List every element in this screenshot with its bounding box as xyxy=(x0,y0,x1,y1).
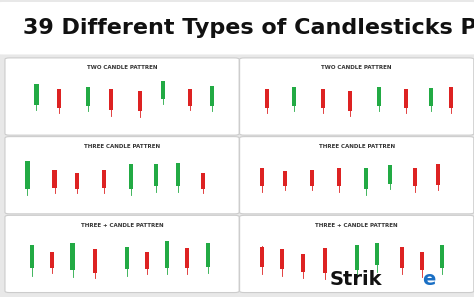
Bar xyxy=(377,87,381,106)
Text: THREE CANDLE PATTREN: THREE CANDLE PATTREN xyxy=(84,144,160,149)
Bar xyxy=(109,89,113,110)
Text: e: e xyxy=(422,270,436,289)
Bar xyxy=(102,170,106,188)
FancyBboxPatch shape xyxy=(240,137,474,214)
Bar xyxy=(75,173,79,189)
Bar xyxy=(364,168,368,189)
Text: THREE + CANDLE PATTREN: THREE + CANDLE PATTREN xyxy=(315,223,398,228)
Bar xyxy=(348,91,352,111)
Bar xyxy=(321,89,325,108)
Bar xyxy=(420,252,424,270)
Bar xyxy=(292,87,296,106)
Bar xyxy=(138,91,142,111)
Bar xyxy=(50,252,55,268)
Bar xyxy=(440,245,444,268)
Bar xyxy=(86,87,91,106)
Text: THREE CANDLE PATTREN: THREE CANDLE PATTREN xyxy=(319,144,395,149)
Bar xyxy=(57,89,61,108)
Bar xyxy=(206,243,210,266)
Bar xyxy=(260,247,264,266)
Text: THREE + CANDLE PATTREN: THREE + CANDLE PATTREN xyxy=(81,223,164,228)
Bar xyxy=(388,165,392,184)
Bar xyxy=(161,81,164,99)
Text: TWO CANDLE PATTREN: TWO CANDLE PATTREN xyxy=(321,65,392,70)
Bar xyxy=(26,161,29,189)
Bar xyxy=(35,84,38,105)
Bar xyxy=(413,168,417,186)
Bar xyxy=(264,89,269,108)
Bar xyxy=(188,89,191,106)
Bar xyxy=(310,170,314,186)
FancyBboxPatch shape xyxy=(240,215,474,293)
Bar xyxy=(337,168,341,186)
Bar xyxy=(185,248,190,268)
Bar xyxy=(429,88,433,106)
Bar xyxy=(125,247,128,269)
Bar xyxy=(375,243,379,265)
Bar xyxy=(280,249,284,269)
Bar xyxy=(165,241,169,268)
Bar xyxy=(176,163,181,186)
FancyBboxPatch shape xyxy=(5,137,239,214)
Text: 39 Different Types of Candlesticks Patterns: 39 Different Types of Candlesticks Patte… xyxy=(23,18,474,38)
FancyBboxPatch shape xyxy=(240,58,474,135)
Bar xyxy=(93,249,97,273)
Bar xyxy=(30,245,34,268)
Bar xyxy=(71,243,74,270)
FancyBboxPatch shape xyxy=(5,215,239,293)
Bar xyxy=(404,89,408,108)
Bar xyxy=(53,170,56,188)
Bar xyxy=(301,254,305,272)
Bar xyxy=(210,86,214,106)
Bar xyxy=(129,164,133,189)
FancyBboxPatch shape xyxy=(5,58,239,135)
Bar xyxy=(436,164,440,185)
FancyBboxPatch shape xyxy=(0,2,474,54)
Bar xyxy=(154,164,158,186)
Text: TWO CANDLE PATTREN: TWO CANDLE PATTREN xyxy=(87,65,157,70)
Bar xyxy=(283,171,287,186)
Bar xyxy=(449,87,453,108)
Bar xyxy=(260,168,264,186)
Text: Strik: Strik xyxy=(330,270,382,289)
Bar xyxy=(145,252,149,269)
Bar xyxy=(355,245,359,270)
Bar xyxy=(400,247,404,268)
Bar xyxy=(201,173,205,189)
Bar xyxy=(323,248,327,273)
